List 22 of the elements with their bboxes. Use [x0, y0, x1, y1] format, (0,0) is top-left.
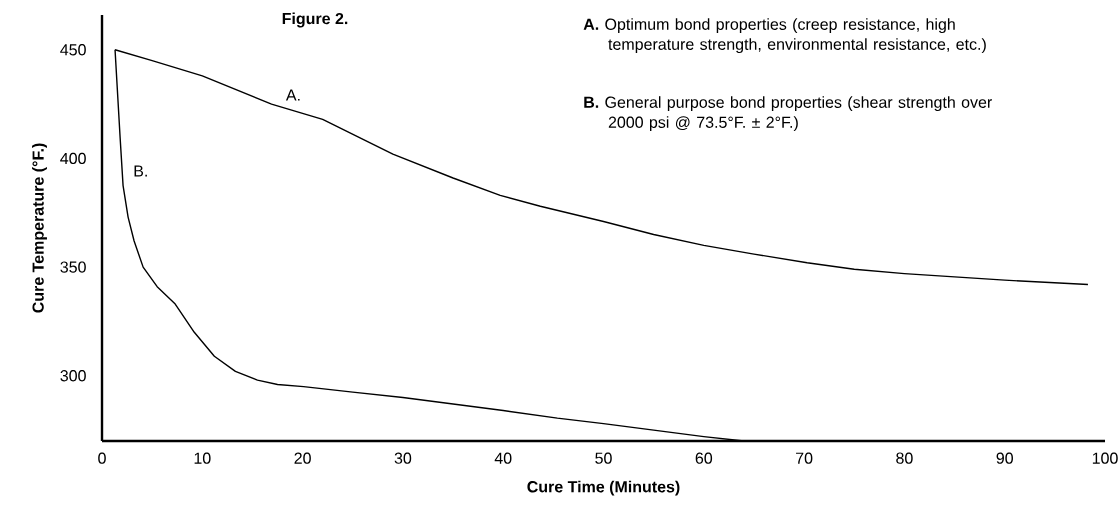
chart-title: Figure 2. — [282, 12, 348, 28]
x-axis-title: Cure Time (Minutes) — [527, 480, 680, 496]
x-tick-label: 50 — [595, 452, 612, 464]
annotation: A. Optimum bond properties (creep resistance, high temperature strength, environmental resistance, etc.) — [583, 18, 986, 54]
y-tick-label: 400 — [60, 152, 86, 165]
x-tick-label: 70 — [796, 452, 813, 464]
x-tick-label: 90 — [996, 452, 1013, 464]
x-tick-label: 60 — [695, 452, 713, 464]
y-tick-label: 450 — [60, 44, 86, 56]
x-tick-label: 10 — [194, 452, 211, 464]
x-tick-label: 0 — [98, 452, 106, 464]
series-label: A. — [285, 89, 300, 101]
y-axis-title: Cure Temperature (°F.) — [32, 143, 47, 313]
y-tick-label: 350 — [60, 261, 86, 273]
x-tick-label: 100 — [1092, 452, 1118, 464]
series-label: B. — [134, 165, 147, 177]
x-tick-label: 80 — [896, 452, 913, 464]
x-tick-label: 30 — [394, 452, 412, 464]
annotation: B. General purpose bond properties (shear strength over 2000 psi @ 73.5°F. ± 2°F.) — [584, 96, 992, 132]
x-tick-label: 20 — [294, 452, 311, 464]
x-tick-label: 40 — [494, 452, 512, 464]
y-tick-label: 300 — [60, 370, 86, 382]
